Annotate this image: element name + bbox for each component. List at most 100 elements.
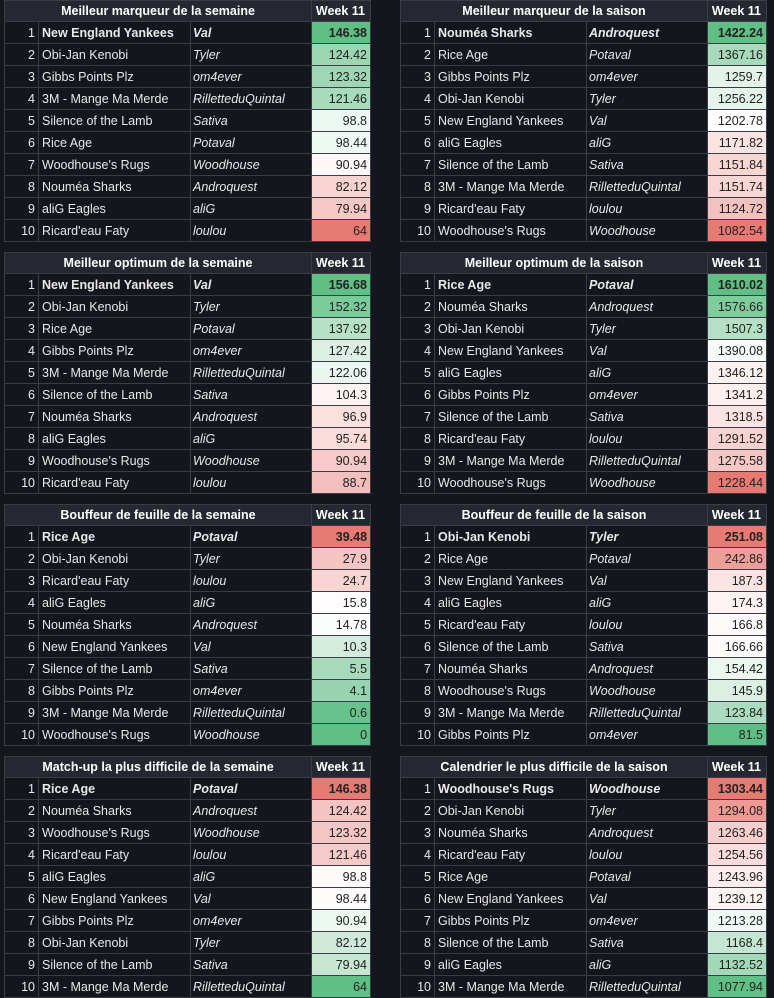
owner-cell: Sativa xyxy=(189,109,313,132)
table-row: 9 Silence of the Lamb Sativa 79.94 xyxy=(4,953,371,976)
owner-cell: Potaval xyxy=(189,525,313,548)
table-title: Meilleur marqueur de la semaine xyxy=(3,0,313,22)
table-row: 5 Nouméa Sharks Androquest 14.78 xyxy=(4,613,372,636)
owner-cell: aliG xyxy=(190,865,312,888)
owner-cell: loulou xyxy=(585,843,709,866)
score-cell: 1390.08 xyxy=(707,339,768,362)
score-cell: 1294.08 xyxy=(707,799,768,822)
team-name-cell: Obi-Jan Kenobi xyxy=(38,547,191,570)
score-cell: 15.8 xyxy=(311,591,372,614)
owner-cell: Potaval xyxy=(190,777,312,800)
score-cell: 1422.24 xyxy=(707,21,767,44)
team-name-cell: Woodhouse's Rugs xyxy=(434,777,587,800)
table-row: 5 3M - Mange Ma Merde RilletteduQuintal 122… xyxy=(4,361,372,384)
owner-cell: RilletteduQuintal xyxy=(586,701,708,724)
score-cell: 124.42 xyxy=(311,799,371,822)
team-name-cell: 3M - Mange Ma Merde xyxy=(434,175,587,198)
team-name-cell: Woodhouse's Rugs xyxy=(434,679,587,702)
table-row: 2 Obi-Jan Kenobi Tyler 124.42 xyxy=(4,43,372,66)
team-name-cell: Nouméa Sharks xyxy=(434,295,587,318)
table-row: 3 Rice Age Potaval 137.92 xyxy=(4,317,372,340)
team-name-cell: Silence of the Lamb xyxy=(434,635,587,658)
team-name-cell: Ricard'eau Faty xyxy=(434,613,587,636)
rank-cell: 7 xyxy=(4,909,39,932)
rank-cell: 2 xyxy=(4,43,39,66)
table-row: 7 Silence of the Lamb Sativa 1151.84 xyxy=(400,153,767,176)
week-header: Week 11 xyxy=(311,504,372,526)
score-cell: 1151.74 xyxy=(707,175,767,198)
week-header: Week 11 xyxy=(707,252,768,274)
team-name-cell: Nouméa Sharks xyxy=(38,799,191,822)
score-cell: 1213.28 xyxy=(707,909,768,932)
team-name-cell: 3M - Mange Ma Merde xyxy=(434,975,587,998)
table-row: 10 3M - Mange Ma Merde RilletteduQuintal 64 xyxy=(4,975,371,998)
rank-cell: 4 xyxy=(4,87,39,110)
rank-cell: 6 xyxy=(4,887,39,910)
score-cell: 145.9 xyxy=(707,679,767,702)
rank-cell: 4 xyxy=(400,843,435,866)
table-row: 7 Woodhouse's Rugs Woodhouse 90.94 xyxy=(4,153,372,176)
weekly-top-scorer-table: Meilleur marqueur de la semaine Week 11 1 N… xyxy=(3,0,372,242)
rank-cell: 6 xyxy=(4,635,39,658)
team-name-cell: New England Yankees xyxy=(38,273,191,296)
team-name-cell: Silence of the Lamb xyxy=(434,931,587,954)
rank-cell: 3 xyxy=(4,65,39,88)
owner-cell: Potaval xyxy=(585,273,709,296)
rank-cell: 10 xyxy=(400,219,435,242)
owner-cell: Potaval xyxy=(586,547,708,570)
owner-cell: loulou xyxy=(586,197,708,220)
owner-cell: Woodhouse xyxy=(585,471,709,494)
team-name-cell: Woodhouse's Rugs xyxy=(38,723,191,746)
score-cell: 1256.22 xyxy=(707,87,767,110)
table-row: 7 Silence of the Lamb Sativa 1318.5 xyxy=(400,405,768,428)
table-row: 5 New England Yankees Val 1202.78 xyxy=(400,109,767,132)
table-row: 4 Obi-Jan Kenobi Tyler 1256.22 xyxy=(400,87,767,110)
owner-cell: Potaval xyxy=(189,131,313,154)
team-name-cell: aliG Eagles xyxy=(434,361,587,384)
rank-cell: 1 xyxy=(4,21,39,44)
score-cell: 64 xyxy=(311,975,371,998)
team-name-cell: Nouméa Sharks xyxy=(38,405,191,428)
rank-cell: 10 xyxy=(400,723,435,746)
owner-cell: Tyler xyxy=(585,317,709,340)
score-cell: 1341.2 xyxy=(707,383,768,406)
owner-cell: Tyler xyxy=(190,931,312,954)
score-cell: 242.86 xyxy=(707,547,767,570)
table-row: 6 Gibbs Points Plz om4ever 1341.2 xyxy=(400,383,768,406)
score-cell: 123.32 xyxy=(311,821,371,844)
owner-cell: Androquest xyxy=(585,295,709,318)
week-header: Week 11 xyxy=(707,0,767,22)
rank-cell: 3 xyxy=(400,821,435,844)
owner-cell: Val xyxy=(585,339,709,362)
table-row: 5 Ricard'eau Faty loulou 166.8 xyxy=(400,613,767,636)
rank-cell: 10 xyxy=(4,723,39,746)
score-cell: 187.3 xyxy=(707,569,767,592)
rank-cell: 7 xyxy=(400,657,435,680)
rank-cell: 6 xyxy=(400,887,435,910)
rank-cell: 3 xyxy=(4,317,39,340)
owner-cell: Androquest xyxy=(586,21,708,44)
table-row: 2 Obi-Jan Kenobi Tyler 152.32 xyxy=(4,295,372,318)
table-row: 8 3M - Mange Ma Merde RilletteduQuintal 115… xyxy=(400,175,767,198)
owner-cell: Sativa xyxy=(585,931,709,954)
score-cell: 1291.52 xyxy=(707,427,768,450)
score-cell: 104.3 xyxy=(311,383,372,406)
rank-cell: 3 xyxy=(400,569,435,592)
score-cell: 123.32 xyxy=(311,65,372,88)
score-cell: 137.92 xyxy=(311,317,372,340)
table-row: 4 3M - Mange Ma Merde RilletteduQuintal 121… xyxy=(4,87,372,110)
table-row: 9 3M - Mange Ma Merde RilletteduQuintal 0.6 xyxy=(4,701,372,724)
team-name-cell: New England Yankees xyxy=(434,569,587,592)
table-row: 7 Nouméa Sharks Androquest 154.42 xyxy=(400,657,767,680)
table-title: Calendrier le plus difficile de la saiso… xyxy=(399,756,709,778)
table-row: 2 Nouméa Sharks Androquest 1576.66 xyxy=(400,295,768,318)
table-row: 4 aliG Eagles aliG 15.8 xyxy=(4,591,372,614)
season-bench-table: Bouffeur de feuille de la saison Week 11 1… xyxy=(400,504,767,746)
owner-cell: loulou xyxy=(189,569,313,592)
team-name-cell: Obi-Jan Kenobi xyxy=(38,295,191,318)
table-title: Bouffeur de feuille de la semaine xyxy=(3,504,313,526)
team-name-cell: Gibbs Points Plz xyxy=(38,339,191,362)
score-cell: 1610.02 xyxy=(707,273,768,296)
rank-cell: 5 xyxy=(4,865,39,888)
owner-cell: aliG xyxy=(189,591,313,614)
